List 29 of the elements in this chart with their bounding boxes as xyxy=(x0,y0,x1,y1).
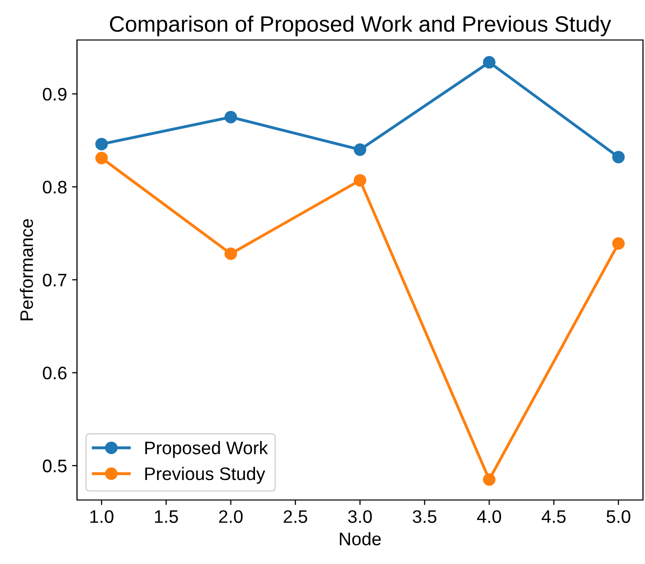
point xyxy=(224,247,238,260)
y-tick-label: 0.6 xyxy=(42,366,66,380)
point xyxy=(612,150,625,164)
x-tick-label: 4.5 xyxy=(542,510,566,523)
y-tick-label: 0.9 xyxy=(42,88,66,101)
point xyxy=(354,174,366,187)
x-tick-label: 1.0 xyxy=(90,510,114,523)
point xyxy=(224,110,238,124)
x-tick-label: 4.0 xyxy=(477,510,502,523)
legend-label: Previous Study xyxy=(145,466,266,484)
x-tick-label: 2.0 xyxy=(219,510,243,523)
legend-label: Proposed Work xyxy=(145,441,268,458)
point xyxy=(95,138,108,150)
chart-title: Comparison of Proposed Work and Previous Study xyxy=(110,16,612,36)
x-tick-label: 2.5 xyxy=(284,510,308,523)
y-tick-label: 0.5 xyxy=(42,460,67,472)
x-tick-label: 5.0 xyxy=(606,510,630,523)
point xyxy=(95,152,108,164)
y-tick-label: 0.8 xyxy=(42,180,66,194)
x-tick-label: 3.5 xyxy=(412,510,436,523)
y-axis-title: Performance xyxy=(20,219,34,320)
y-tick-label: 0.7 xyxy=(42,274,66,286)
x-tick-label: 1.5 xyxy=(154,510,178,523)
point xyxy=(612,237,625,250)
x-axis-title: Node xyxy=(340,532,381,546)
point xyxy=(482,56,496,69)
point xyxy=(354,143,366,156)
x-tick-label: 3.0 xyxy=(348,510,372,523)
point xyxy=(482,473,496,486)
